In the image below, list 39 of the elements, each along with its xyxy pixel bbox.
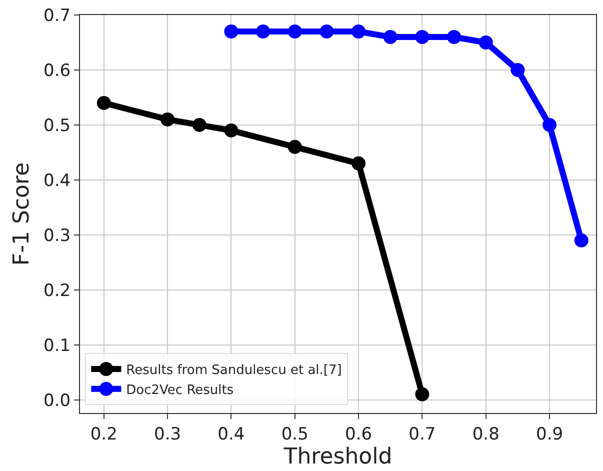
x-tick-label: 0.9 [536, 424, 564, 444]
y-tick-label: 0.3 [44, 226, 71, 246]
point [320, 24, 334, 38]
point [542, 118, 557, 132]
y-tick-label: 0.1 [44, 336, 71, 356]
x-tick-label: 0.5 [281, 424, 308, 444]
point [224, 24, 238, 38]
point [96, 96, 111, 110]
point [574, 233, 588, 248]
point [352, 156, 366, 170]
y-tick-label: 0.4 [44, 170, 71, 191]
x-tick-label: 0.8 [472, 424, 500, 444]
point [478, 35, 493, 50]
point [192, 118, 206, 132]
point [447, 30, 462, 44]
y-tick-label: 0.2 [44, 280, 71, 301]
point [510, 62, 525, 77]
point [383, 30, 398, 44]
point [224, 123, 238, 138]
y-tick-label: 0.6 [44, 60, 71, 81]
legend-label: Results from Sandulescu et al.[7] [126, 363, 342, 378]
y-tick-label: 0.5 [44, 116, 71, 136]
point [415, 387, 430, 402]
legend-label: Doc2Vec Results [126, 382, 234, 398]
point [352, 24, 366, 38]
x-axis-title: Threshold [282, 444, 392, 470]
point [415, 30, 430, 44]
point [288, 140, 302, 154]
x-tick-label: 0.6 [345, 424, 372, 444]
point [256, 24, 270, 38]
x-tick-label: 0.2 [90, 424, 118, 444]
x-tick-label: 0.4 [218, 424, 245, 444]
y-axis-title: F-1 Score [9, 162, 34, 266]
point [160, 112, 175, 126]
y-tick-label: 0.0 [44, 390, 71, 411]
x-tick-label: 0.7 [408, 424, 436, 444]
point [288, 24, 302, 38]
x-tick-label: 0.3 [154, 424, 182, 444]
y-tick-label: 0.7 [44, 6, 71, 26]
